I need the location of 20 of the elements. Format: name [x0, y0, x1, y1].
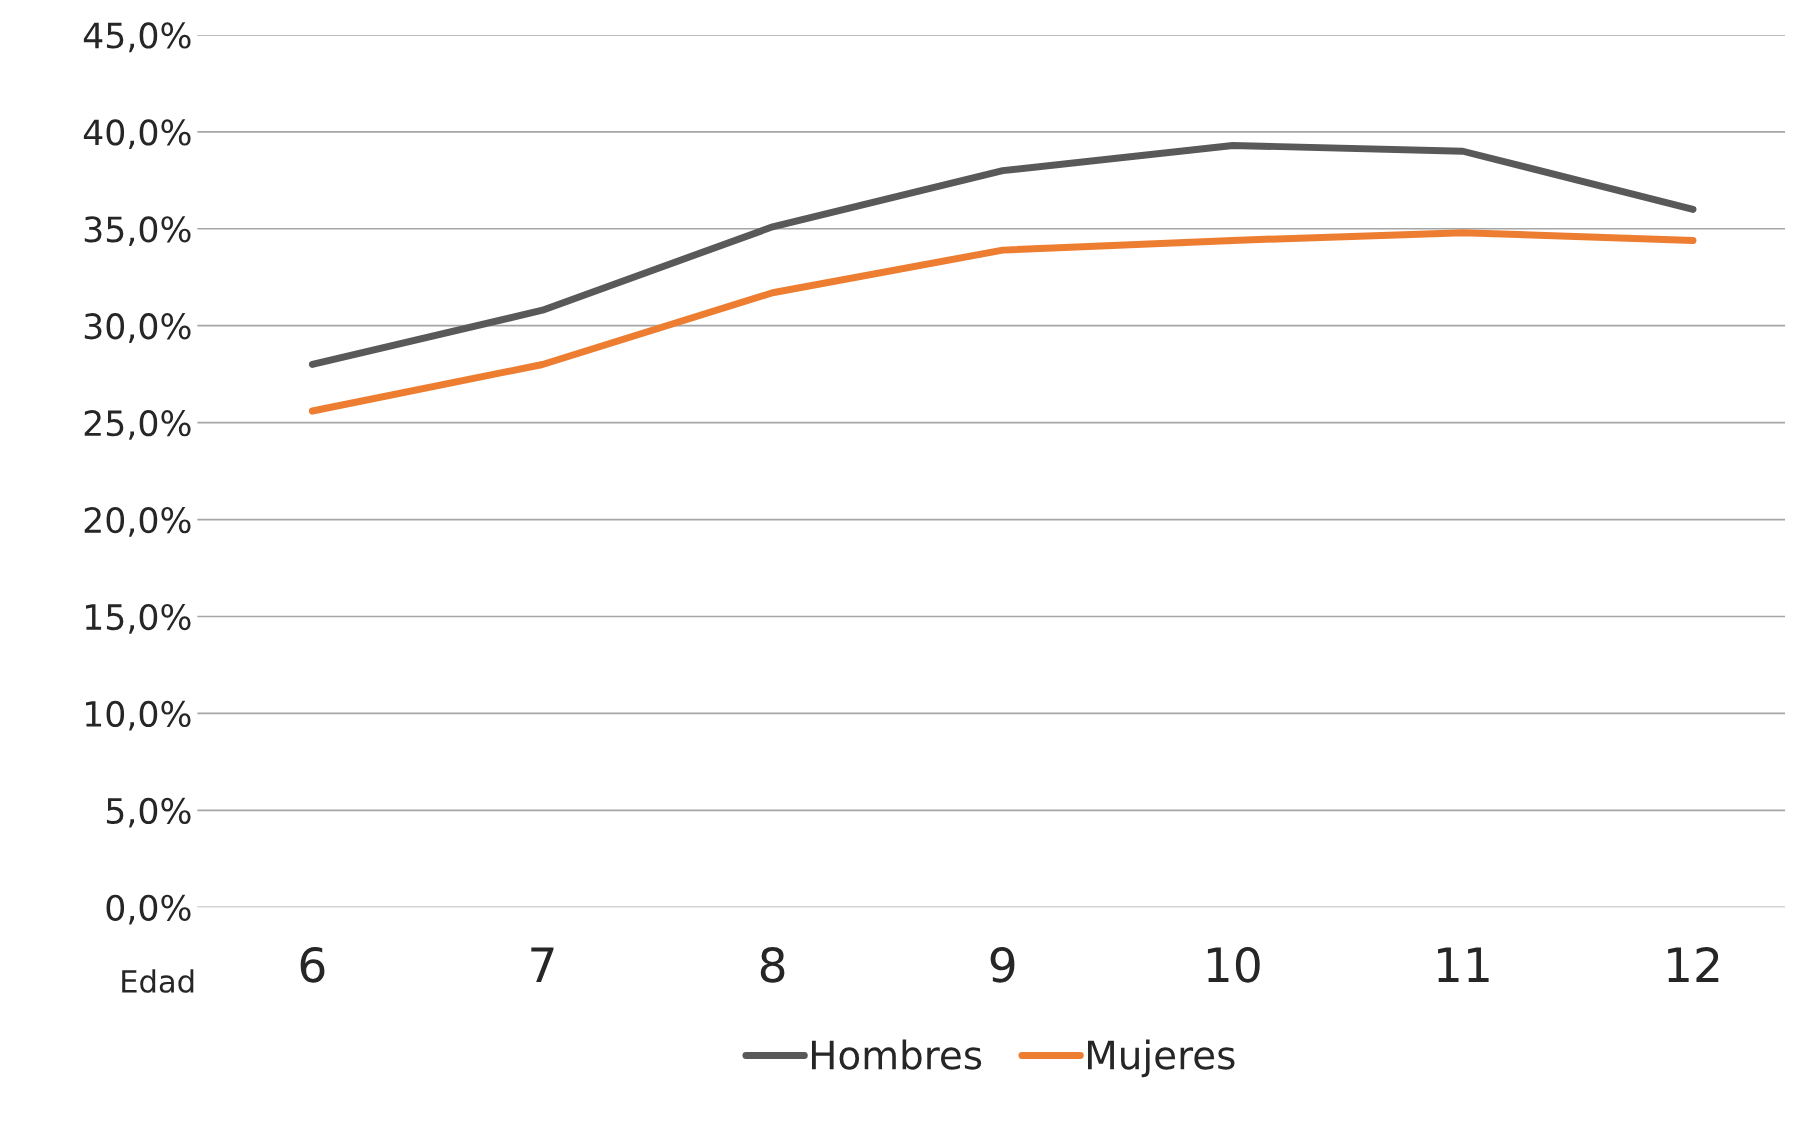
y-tick-label: 20,0%	[84, 506, 191, 537]
x-tick-label: 6	[300, 946, 325, 983]
y-tick-label: 15,0%	[85, 603, 191, 634]
x-tick-label: 9	[990, 946, 1015, 983]
y-tick-label: 0,0%	[106, 894, 191, 925]
y-tick-label: 40,0%	[83, 119, 191, 150]
x-tick-label: 12	[1668, 946, 1719, 983]
x-tick-label: 8	[760, 946, 785, 983]
y-tick-label: 10,0%	[85, 700, 191, 731]
x-tick-label: 7	[531, 947, 554, 983]
y-tick-label: 45,0%	[83, 22, 191, 53]
legend-label: Mujeres	[1088, 1039, 1235, 1078]
x-axis-title: Edad	[122, 969, 194, 993]
x-tick-label: 10	[1207, 946, 1260, 983]
y-tick-label: 30,0%	[84, 313, 191, 343]
y-tick-label: 25,0%	[84, 410, 191, 440]
legend-label: Hombres	[811, 1039, 982, 1070]
y-tick-label: 5,0%	[106, 797, 191, 828]
y-tick-label: 35,0%	[84, 216, 191, 247]
x-tick-label: 11	[1438, 947, 1489, 983]
